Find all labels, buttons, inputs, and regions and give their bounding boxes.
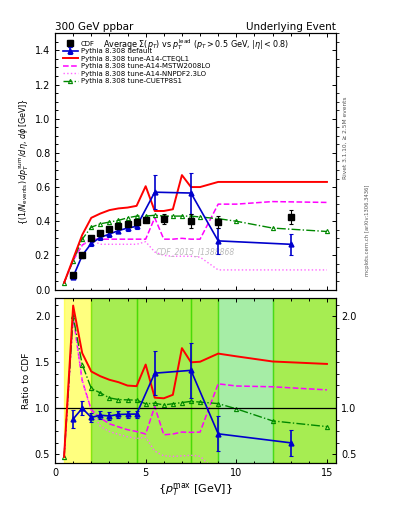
Text: 300 GeV ppbar: 300 GeV ppbar bbox=[55, 22, 133, 32]
X-axis label: $\{p_T^\mathrm{max}\ [\mathrm{GeV}]\}$: $\{p_T^\mathrm{max}\ [\mathrm{GeV}]\}$ bbox=[158, 481, 233, 498]
Y-axis label: Ratio to CDF: Ratio to CDF bbox=[22, 352, 31, 409]
Text: Average $\Sigma(p_T)$ vs $p_T^\mathrm{lead}$ ($p_T > 0.5$ GeV, $|\eta| < 0.8$): Average $\Sigma(p_T)$ vs $p_T^\mathrm{le… bbox=[103, 37, 288, 52]
Text: Underlying Event: Underlying Event bbox=[246, 22, 336, 32]
Legend: CDF, Pythia 8.308 default, Pythia 8.308 tune-A14-CTEQL1, Pythia 8.308 tune-A14-M: CDF, Pythia 8.308 default, Pythia 8.308 … bbox=[61, 39, 211, 86]
Y-axis label: $\{(1/N_\mathrm{events})\,dp_T^\mathrm{sum}/d\eta,\,d\phi\,[\mathrm{GeV}]\}$: $\{(1/N_\mathrm{events})\,dp_T^\mathrm{s… bbox=[17, 98, 31, 225]
Text: CDF_2015_I1388868: CDF_2015_I1388868 bbox=[156, 247, 235, 257]
Text: mcplots.cern.ch [arXiv:1306.3436]: mcplots.cern.ch [arXiv:1306.3436] bbox=[365, 185, 371, 276]
Text: Rivet 3.1.10, ≥ 2.5M events: Rivet 3.1.10, ≥ 2.5M events bbox=[343, 97, 348, 180]
